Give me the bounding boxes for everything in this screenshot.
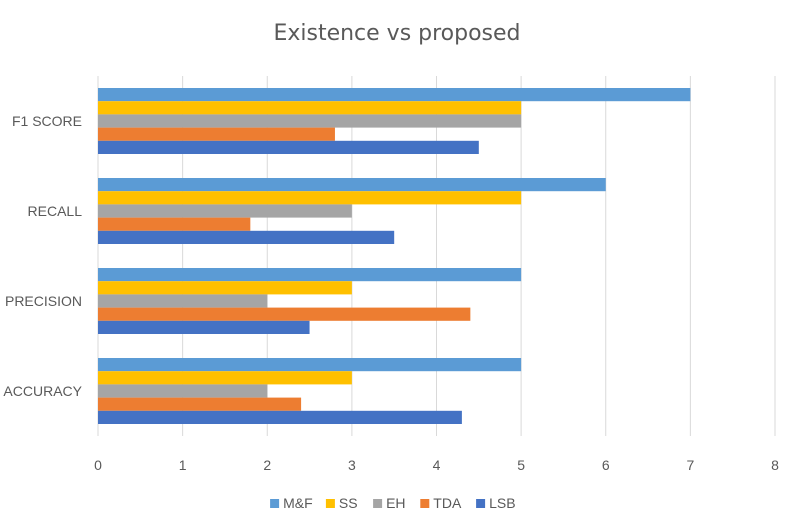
legend-swatch <box>373 499 383 508</box>
bar <box>98 371 352 385</box>
bar <box>98 294 268 308</box>
x-tick-label: 2 <box>263 457 271 473</box>
legend-swatch <box>420 499 430 508</box>
x-tick-label: 0 <box>94 457 102 473</box>
x-tick-labels: 0 1 2 3 4 5 6 7 8 <box>94 457 779 473</box>
category-labels: F1 SCORE RECALL PRECISION ACCURACY <box>3 113 82 399</box>
legend-item: M&F <box>270 495 313 511</box>
bar <box>98 191 522 205</box>
x-tick-label: 1 <box>179 457 187 473</box>
legend-item: EH <box>373 495 406 511</box>
legend: M&F SS EH TDA LSB <box>270 495 516 511</box>
bar <box>98 281 352 295</box>
legend-label: LSB <box>489 495 515 511</box>
bar <box>98 358 522 372</box>
legend-swatch <box>270 499 280 508</box>
x-tick-label: 3 <box>348 457 356 473</box>
category-label: ACCURACY <box>3 383 82 399</box>
legend-swatch <box>476 499 486 508</box>
bar <box>98 307 471 321</box>
legend-item: LSB <box>476 495 516 511</box>
bar <box>98 410 462 424</box>
bar <box>98 88 691 102</box>
x-tick-label: 4 <box>433 457 441 473</box>
chart-title: Existence vs proposed <box>273 21 520 46</box>
legend-label: M&F <box>283 495 313 511</box>
x-tick-label: 6 <box>602 457 610 473</box>
x-tick-label: 8 <box>771 457 779 473</box>
bar <box>98 140 479 154</box>
x-tick-label: 5 <box>517 457 525 473</box>
category-label: PRECISION <box>5 293 82 309</box>
bars <box>98 88 691 424</box>
bar <box>98 397 302 411</box>
legend-label: EH <box>386 495 405 511</box>
category-label: RECALL <box>28 203 83 219</box>
bar <box>98 114 522 128</box>
bar <box>98 268 522 282</box>
bar <box>98 101 522 115</box>
legend-swatch <box>325 499 335 508</box>
x-tick-label: 7 <box>686 457 694 473</box>
bar <box>98 217 251 231</box>
legend-item: TDA <box>420 495 462 511</box>
bar <box>98 127 335 141</box>
bar <box>98 204 352 218</box>
legend-item: SS <box>325 495 358 511</box>
bar <box>98 178 606 192</box>
bar <box>98 230 395 244</box>
legend-label: TDA <box>433 495 462 511</box>
legend-label: SS <box>339 495 358 511</box>
bar <box>98 384 268 398</box>
bar <box>98 320 310 334</box>
category-label: F1 SCORE <box>12 113 82 129</box>
